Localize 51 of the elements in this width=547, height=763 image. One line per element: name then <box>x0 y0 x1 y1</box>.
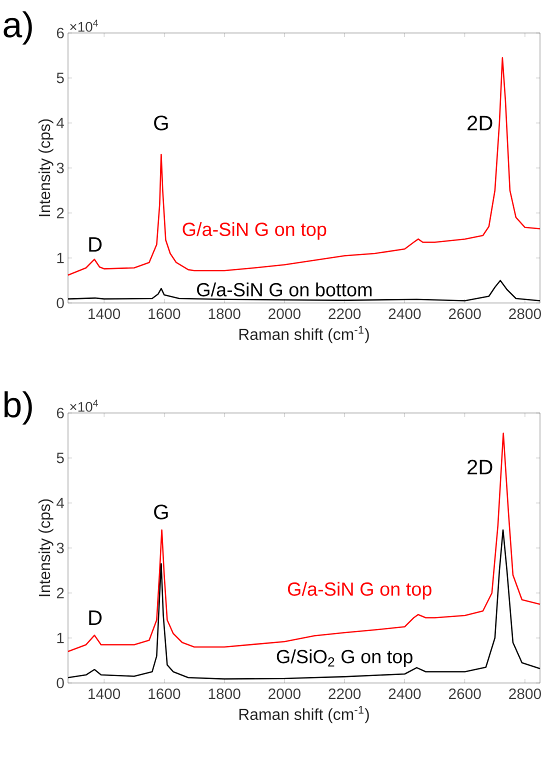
x-tick-label: 2800 <box>509 308 541 320</box>
x-tick-label: 2600 <box>448 308 481 320</box>
x-tick-label: 1800 <box>208 688 240 700</box>
annotation: G <box>154 116 168 130</box>
x-axis-title: Raman shift (cm$^{-1}$) <box>239 706 369 724</box>
x-tick-label: 1800 <box>208 308 240 320</box>
y-tick-label: 5 <box>56 72 64 84</box>
x-tick-label: 2200 <box>328 308 361 320</box>
y-tick-label: 3 <box>56 542 64 554</box>
chart-title: a) <box>4 11 32 45</box>
x-tick-label: 1600 <box>148 308 180 320</box>
y-tick-label: 3 <box>56 162 64 174</box>
y-tick-label: 2 <box>56 588 64 598</box>
annotation: D <box>89 610 102 625</box>
series-label: G/a-SiN G on top <box>288 582 432 600</box>
x-tick-label: 2000 <box>268 688 300 700</box>
x-tick-label: 1400 <box>88 688 120 700</box>
chart-title: b) <box>4 391 32 425</box>
y-tick-label: 0 <box>56 678 64 688</box>
x-tick-label: 2800 <box>509 688 541 700</box>
line-series <box>67 280 541 302</box>
x-tick-label: 2400 <box>388 308 421 320</box>
text: ×10$^{4}$ <box>70 20 98 32</box>
line-series <box>67 529 541 680</box>
y-tick-label: 1 <box>57 252 64 264</box>
x-tick-label: 1600 <box>148 688 180 700</box>
y-tick-label: 1 <box>57 632 64 644</box>
text: ×10$^{4}$ <box>70 400 98 412</box>
x-tick-label: 2200 <box>328 688 361 700</box>
series-label: G/a-SiN G on bottom <box>197 282 372 296</box>
annotation: D <box>89 237 102 252</box>
x-tick-label: 2600 <box>448 688 481 700</box>
series-label: G/a-SiN G on top <box>182 222 326 240</box>
y-tick-label: 0 <box>56 298 64 308</box>
y-tick-label: 5 <box>56 452 64 464</box>
x-tick-label: 2000 <box>268 308 300 320</box>
y-tick-label: 6 <box>56 408 64 418</box>
annotation: 2D <box>468 116 492 130</box>
series-label: G/SiO$_{2}$ G on top <box>276 649 412 668</box>
x-axis-title: Raman shift (cm$^{-1}$) <box>239 326 369 344</box>
y-tick-label: 4 <box>56 118 64 128</box>
x-tick-label: 1400 <box>88 308 120 320</box>
x-tick-label: 2400 <box>388 688 421 700</box>
annotation: 2D <box>468 460 492 474</box>
annotation: G <box>154 504 168 520</box>
y-axis-title: Intensity (cps) <box>38 499 54 596</box>
y-tick-label: 4 <box>56 498 64 508</box>
y-tick-label: 6 <box>56 28 64 38</box>
y-axis-title: Intensity (cps) <box>38 119 54 216</box>
y-tick-label: 2 <box>56 208 64 218</box>
line-series <box>67 57 541 276</box>
